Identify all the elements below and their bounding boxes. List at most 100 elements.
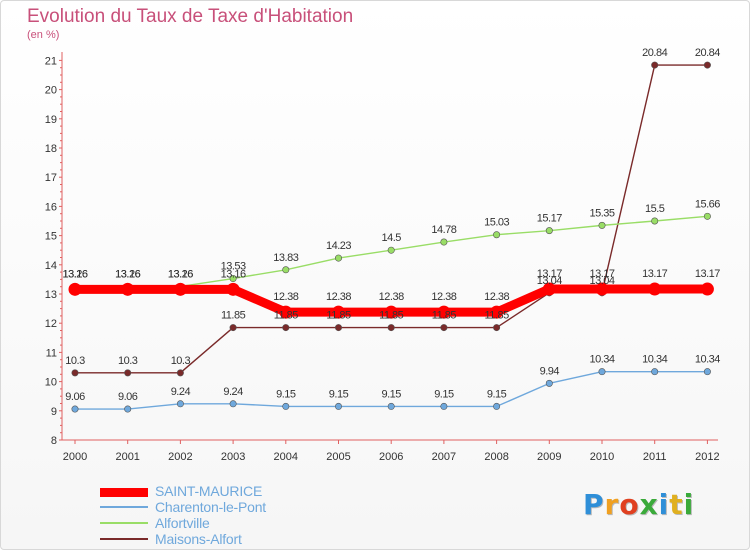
legend-label-saint-maurice: SAINT-MAURICE [155,483,263,499]
data-point-charenton-le-pont [440,402,448,410]
data-point-saint-maurice [595,282,609,296]
legend-item-saint-maurice[interactable]: SAINT-MAURICE [100,483,360,500]
data-label-maisons-alfort: 20.84 [642,47,667,59]
data-label-charenton-le-pont: 9.24 [171,386,191,398]
data-label-alfortville: 14.78 [431,224,456,236]
x-tick-label: 2010 [590,451,614,463]
data-point-charenton-le-pont [334,402,342,410]
data-point-saint-maurice [332,305,345,319]
logo-letter: x [639,488,659,521]
data-point-alfortville [282,266,290,274]
chart-axes: 8 9 10 11 12 13 14 15 16 17 18 19 20 21 2000 2001 2002 20… [45,52,720,463]
y-tick-label: 19 [45,114,57,126]
chart-series [68,61,714,413]
data-point-charenton-le-pont [71,405,79,413]
x-tick-label: 2002 [168,451,192,463]
data-label-charenton-le-pont: 9.15 [276,388,296,400]
proxiti-logo: Proxiti [583,488,694,521]
data-label-saint-maurice: 13.17 [589,268,614,280]
data-point-alfortville [229,275,237,283]
logo-letter: i [658,488,670,521]
data-point-alfortville [387,246,395,254]
x-tick-label: 2011 [643,451,667,463]
data-label-alfortville: 14.5 [381,232,401,244]
data-point-maisons-alfort [282,324,290,332]
logo-letter: r [604,488,620,521]
data-point-maisons-alfort [71,369,79,377]
data-point-maisons-alfort [387,324,395,332]
data-point-saint-maurice [542,282,556,296]
data-label-saint-maurice: 13.16 [221,268,246,280]
y-tick-label: 8 [51,435,57,447]
data-label-maisons-alfort: 10.3 [65,355,85,367]
data-point-charenton-le-pont [282,402,290,410]
data-label-charenton-le-pont: 9.15 [329,388,349,400]
data-point-maisons-alfort [124,369,132,377]
data-label-charenton-le-pont: 9.06 [118,391,138,403]
data-label-maisons-alfort: 13.04 [537,275,562,287]
chart-title: Evolution du Taux de Taxe d'Habitation [27,6,354,27]
data-label-maisons-alfort: 11.85 [379,310,404,322]
chart-legend: SAINT-MAURICE Charenton-le-Pont Alfortvi… [100,483,360,548]
data-point-charenton-le-pont [651,368,659,376]
data-label-maisons-alfort: 20.84 [695,47,720,59]
data-point-saint-maurice [700,282,714,296]
data-point-alfortville [651,217,659,225]
data-label-saint-maurice: 12.38 [273,291,298,303]
data-point-charenton-le-pont [598,368,606,376]
x-tick-label: 2012 [695,451,719,463]
legend-item-charenton-le-pont[interactable]: Charenton-le-Pont [100,499,360,516]
data-point-maisons-alfort [651,61,659,69]
y-tick-label: 17 [45,172,57,184]
y-tick-label: 12 [45,318,57,330]
data-point-charenton-le-pont [493,402,501,410]
data-label-charenton-le-pont: 10.34 [589,354,614,366]
data-point-saint-maurice [226,282,240,296]
data-label-alfortville: 13.26 [168,268,193,280]
legend-item-maisons-alfort[interactable]: Maisons-Alfort [100,531,360,548]
y-tick-label: 21 [45,55,57,67]
data-label-alfortville: 13.26 [62,268,87,280]
data-label-saint-maurice: 13.16 [62,268,87,280]
legend-label-charenton-le-pont: Charenton-le-Pont [155,499,266,515]
data-point-saint-maurice [648,282,662,296]
y-tick-label: 16 [45,201,57,213]
data-label-maisons-alfort: 13.04 [589,275,614,287]
x-tick-label: 2008 [484,451,508,463]
logo-letter: t [669,488,684,521]
y-tick-label: 20 [45,85,57,97]
data-label-alfortville: 13.83 [273,252,298,264]
data-point-maisons-alfort [440,324,448,332]
data-label-saint-maurice: 13.16 [115,268,140,280]
data-label-charenton-le-pont: 9.06 [65,391,85,403]
data-label-maisons-alfort: 11.85 [326,310,351,322]
x-tick-label: 2003 [221,451,245,463]
data-point-saint-maurice [384,305,398,319]
data-point-charenton-le-pont [545,379,553,387]
logo-letter: P [583,488,605,521]
data-label-charenton-le-pont: 10.34 [642,354,667,366]
y-tick-label: 18 [45,143,57,155]
data-label-saint-maurice: 12.38 [484,291,509,303]
legend-item-alfortville[interactable]: Alfortville [100,515,360,532]
legend-label-alfortville: Alfortville [155,515,210,531]
data-point-saint-maurice [279,305,293,319]
data-label-maisons-alfort: 11.85 [221,310,246,322]
data-label-alfortville: 15.17 [537,213,562,225]
data-point-alfortville [440,238,448,246]
data-point-alfortville [493,231,501,239]
y-tick-label: 14 [45,260,57,272]
y-tick-label: 11 [46,347,57,359]
data-label-charenton-le-pont: 9.24 [223,386,243,398]
data-point-saint-maurice [490,305,504,319]
data-point-charenton-le-pont [703,368,711,376]
data-label-saint-maurice: 12.38 [431,291,456,303]
legend-label-maisons-alfort: Maisons-Alfort [155,531,242,547]
data-label-saint-maurice: 13.17 [695,268,720,280]
data-label-maisons-alfort: 11.85 [432,310,457,322]
data-point-alfortville [545,227,553,235]
legend-swatch-maisons-alfort [100,538,148,540]
data-label-charenton-le-pont: 9.15 [381,388,401,400]
